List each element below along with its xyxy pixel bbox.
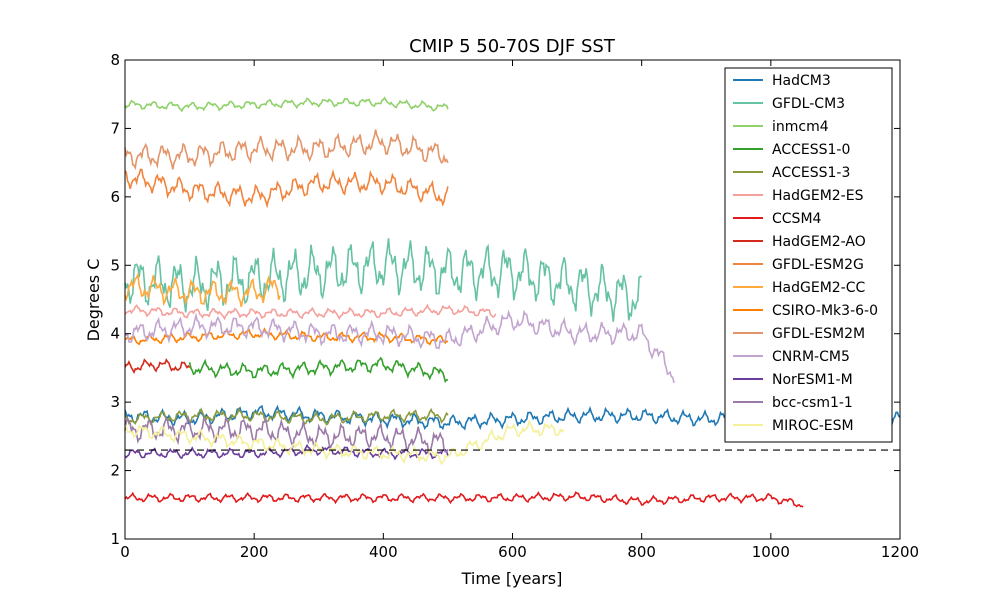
series-line-miroc-esm [124, 419, 565, 466]
series-line-gfdl-cm3 [124, 238, 643, 322]
y-tick-label: 4 [110, 325, 120, 343]
legend-entry-label: CSIRO-Mk3-6-0 [772, 303, 878, 319]
legend-entry-label: CNRM-CM5 [772, 349, 850, 365]
axis-ticks: 0 200 400 600 800 1000 1200 1 2 3 4 5 6 7 8 [110, 51, 919, 561]
chart-title: CMIP 5 50-70S DJF SST [409, 36, 616, 57]
series-line-hadgem2-cc [124, 271, 281, 308]
y-tick-label: 1 [110, 530, 120, 548]
y-tick-label: 7 [110, 119, 120, 137]
x-tick-label: 0 [120, 543, 130, 561]
x-tick-label: 600 [498, 543, 527, 561]
y-tick-label: 5 [110, 256, 120, 274]
x-tick-label: 1200 [881, 543, 919, 561]
series-line-bcc-csm1-1 [124, 414, 449, 454]
series-line-hadgem2-es [124, 303, 497, 321]
x-tick-label: 400 [369, 543, 398, 561]
series-line-access1-0 [188, 356, 448, 384]
series-line-inmcm4 [124, 96, 449, 113]
series-line-cnrm-cm5 [124, 309, 675, 384]
series-line-gfdl-esm2g [124, 168, 449, 209]
y-tick-label: 2 [110, 462, 120, 480]
x-tick-label: 1000 [752, 543, 790, 561]
legend-entry-label: GFDL-ESM2M [772, 326, 865, 342]
legend-entry-label: HadGEM2-ES [772, 188, 864, 204]
legend-entry-label: ACCESS1-3 [772, 165, 850, 181]
series-line-hadgem2-ao [124, 358, 191, 375]
legend-entry-label: HadCM3 [772, 73, 831, 89]
x-tick-label: 200 [240, 543, 269, 561]
legend: HadCM3 GFDL-CM3 inmcm4 ACCESS1-0 ACCESS1-3 Ha… [724, 67, 893, 443]
y-axis-label: Degrees C [84, 259, 103, 342]
legend-entry-label: GFDL-ESM2G [772, 257, 864, 273]
x-axis-label: Time [years] [461, 569, 563, 588]
y-tick-label: 3 [110, 393, 120, 411]
legend-entry-label: MIROC-ESM [772, 418, 854, 434]
legend-entry-label: HadGEM2-AO [772, 234, 866, 250]
legend-entry-label: NorESM1-M [772, 372, 853, 388]
legend-entry-label: HadGEM2-CC [772, 280, 866, 296]
legend-entry-label: bcc-csm1-1 [772, 395, 853, 411]
x-tick-label: 800 [627, 543, 656, 561]
series-line-ccsm4 [124, 491, 804, 508]
legend-entry-label: CCSM4 [772, 211, 822, 227]
y-tick-label: 8 [110, 51, 120, 69]
legend-entry-label: ACCESS1-0 [772, 142, 850, 158]
legend-entry-label: inmcm4 [772, 119, 829, 135]
series-line-access1-3 [124, 407, 449, 426]
series-line-csiro-mk3-6-0 [124, 327, 449, 346]
y-tick-label: 6 [110, 188, 120, 206]
series-line-gfdl-esm2m [124, 129, 449, 171]
legend-entry-label: GFDL-CM3 [772, 96, 845, 112]
